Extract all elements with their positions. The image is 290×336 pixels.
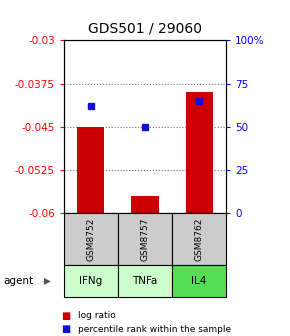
Text: GSM8752: GSM8752 xyxy=(86,218,95,261)
Text: agent: agent xyxy=(3,277,33,286)
Bar xyxy=(77,127,104,213)
Text: log ratio: log ratio xyxy=(78,311,116,320)
Bar xyxy=(186,92,213,213)
Text: ■: ■ xyxy=(61,324,70,334)
Text: GDS501 / 29060: GDS501 / 29060 xyxy=(88,21,202,35)
Text: ■: ■ xyxy=(61,311,70,321)
Text: IFNg: IFNg xyxy=(79,277,102,286)
Text: GSM8757: GSM8757 xyxy=(140,218,150,261)
Text: GSM8762: GSM8762 xyxy=(195,218,204,261)
Text: IL4: IL4 xyxy=(191,277,207,286)
Text: percentile rank within the sample: percentile rank within the sample xyxy=(78,325,231,334)
Bar xyxy=(131,196,159,213)
Text: TNFa: TNFa xyxy=(132,277,158,286)
